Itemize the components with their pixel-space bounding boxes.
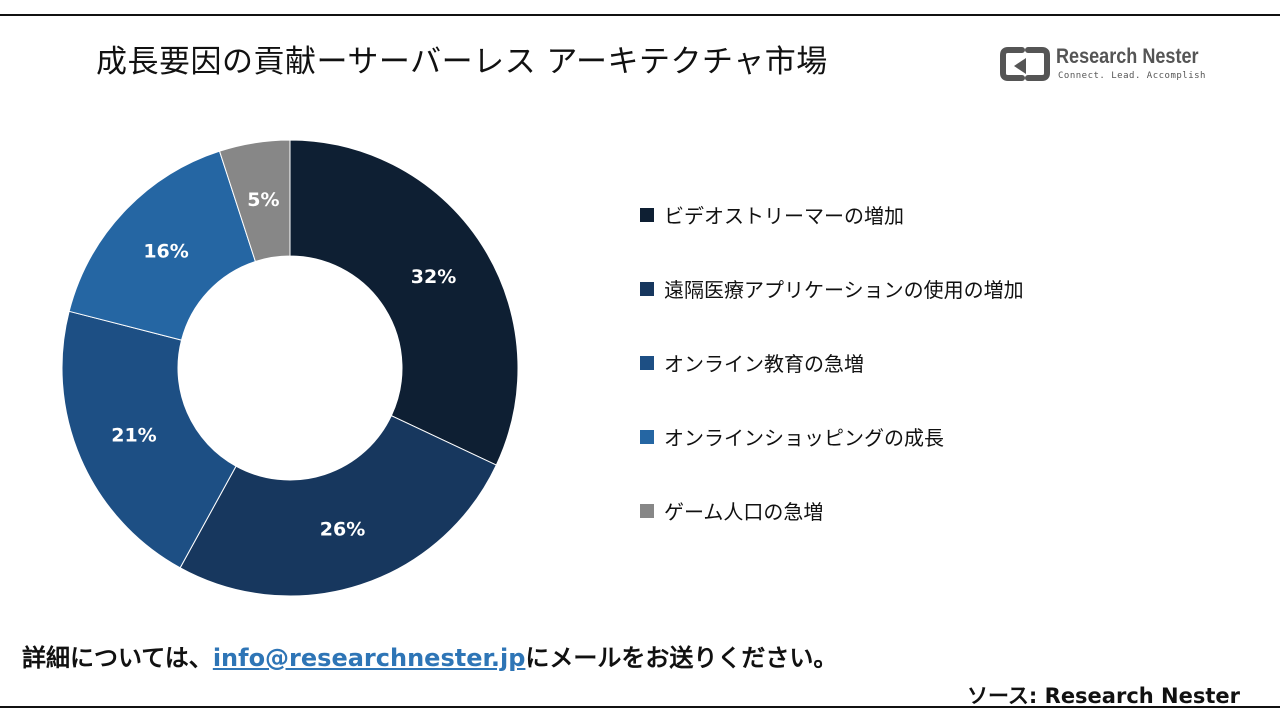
legend-item: オンラインショッピングの成長: [640, 418, 1024, 455]
slice-data-label: 16%: [143, 241, 188, 263]
top-rule: [0, 14, 1280, 16]
bottom-rule: [0, 706, 1280, 708]
legend-swatch: [640, 207, 654, 222]
legend-swatch: [640, 281, 654, 296]
legend-item: ゲーム人口の急増: [640, 492, 1024, 529]
legend-swatch: [640, 503, 654, 518]
legend-swatch: [640, 355, 654, 370]
contact-email-link[interactable]: info@researchnester.jp: [212, 644, 526, 672]
donut-slice: [61, 310, 237, 569]
slice-data-label: 32%: [411, 266, 456, 288]
logo-mark-icon: [1000, 47, 1050, 81]
slice-data-label: 26%: [320, 519, 365, 541]
donut-data-labels: 32% 26% 21% 16% 5%: [111, 189, 456, 541]
slice-data-label: 5%: [247, 189, 279, 211]
brand-name: Research Nester: [1056, 45, 1199, 68]
source-note: ソース: Research Nester: [966, 684, 1240, 708]
brand-tagline: Connect. Lead. Accomplish: [1058, 71, 1206, 81]
legend-item: オンライン教育の急増: [640, 344, 1024, 381]
contact-line: 詳細については、info@researchnester.jpにメールをお送りくだ…: [22, 638, 837, 673]
contact-prefix: 詳細については、: [22, 644, 213, 672]
legend-label: ゲーム人口の急増: [664, 500, 824, 524]
legend-swatch: [640, 429, 654, 444]
legend-item: 遠隔医療アプリケーションの使用の増加: [640, 270, 1024, 307]
legend-label: オンライン教育の急増: [664, 352, 864, 376]
chart-legend: ビデオストリーマーの増加 遠隔医療アプリケーションの使用の増加 オンライン教育の…: [640, 196, 1024, 566]
donut-chart: 32% 26% 21% 16% 5%: [61, 139, 519, 597]
chart-title: 成長要因の貢献ーサーバーレス アーキテクチャ市場: [96, 44, 828, 80]
legend-label: 遠隔医療アプリケーションの使用の増加: [664, 278, 1024, 302]
legend-label: ビデオストリーマーの増加: [664, 204, 904, 228]
donut-slice: [179, 415, 497, 597]
slice-data-label: 21%: [111, 425, 156, 447]
donut-slice: [289, 139, 519, 466]
donut-slice: [68, 150, 257, 341]
donut-slices: [61, 139, 519, 597]
contact-suffix: にメールをお送りください。: [525, 644, 838, 672]
legend-item: ビデオストリーマーの増加: [640, 196, 1024, 233]
donut-slice: [218, 139, 291, 263]
legend-label: オンラインショッピングの成長: [664, 426, 944, 450]
